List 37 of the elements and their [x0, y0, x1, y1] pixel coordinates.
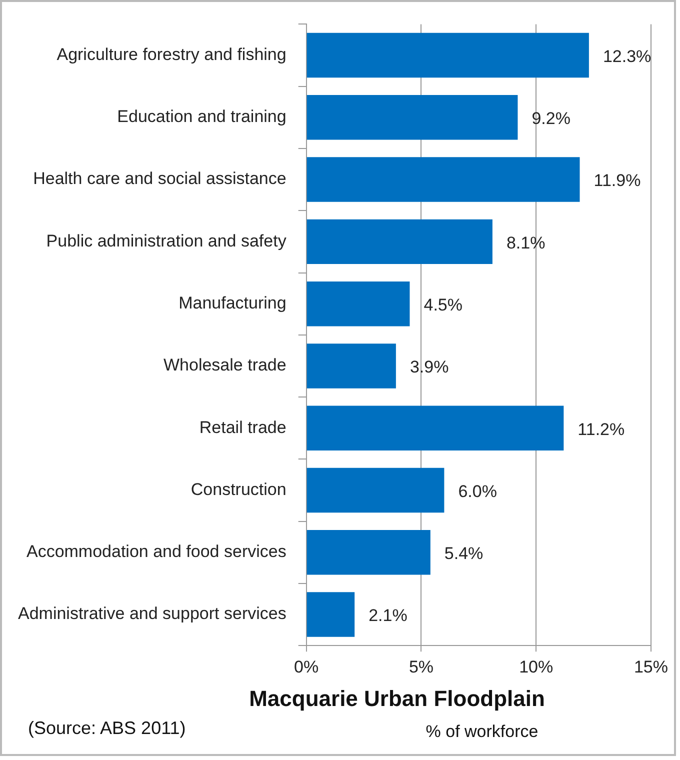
- data-label: 9.2%: [532, 109, 570, 128]
- y-tick-label: Public administration and safety: [46, 231, 287, 250]
- y-tick-label: Education and training: [117, 107, 286, 126]
- data-label: 2.1%: [368, 606, 408, 626]
- bar: [306, 95, 518, 140]
- x-tick-label: 5%: [408, 657, 434, 676]
- bar: [306, 219, 492, 264]
- x-tick-label: 15%: [634, 657, 668, 676]
- y-tick-label: Retail trade: [199, 418, 286, 437]
- bar: [306, 468, 444, 513]
- y-tick-label: Agriculture forestry and fishing: [56, 44, 286, 64]
- data-label: 4.5%: [424, 296, 462, 315]
- data-label: 5.4%: [444, 544, 484, 564]
- data-label: 8.1%: [506, 233, 546, 252]
- data-label: 11.2%: [578, 420, 625, 439]
- text: (Source: ABS 2011): [28, 718, 186, 739]
- y-tick-label: Health care and social assistance: [33, 169, 286, 188]
- y-tick-label: Wholesale trade: [163, 356, 286, 375]
- bar: [306, 406, 564, 450]
- bar: [306, 592, 355, 637]
- x-tick-label: 0%: [294, 657, 319, 676]
- x-tick-label: 10%: [519, 657, 554, 676]
- bar: [306, 32, 589, 78]
- bar: [306, 344, 396, 388]
- data-label: 12.3%: [602, 46, 652, 66]
- data-label: 6.0%: [458, 482, 497, 501]
- data-label: 3.9%: [410, 358, 449, 377]
- x-axis-title: % of workforce: [424, 722, 540, 742]
- bar: [306, 281, 410, 326]
- y-tick-label: Accommodation and food services: [26, 542, 286, 562]
- text: Macquarie Urban Floodplain: [248, 686, 546, 712]
- y-tick-label: Administrative and support services: [18, 604, 286, 624]
- bar: [306, 530, 430, 575]
- data-label: 11.9%: [594, 171, 641, 190]
- bar: [306, 157, 580, 202]
- y-tick-label: Manufacturing: [178, 294, 286, 313]
- y-tick-label: Construction: [190, 480, 286, 499]
